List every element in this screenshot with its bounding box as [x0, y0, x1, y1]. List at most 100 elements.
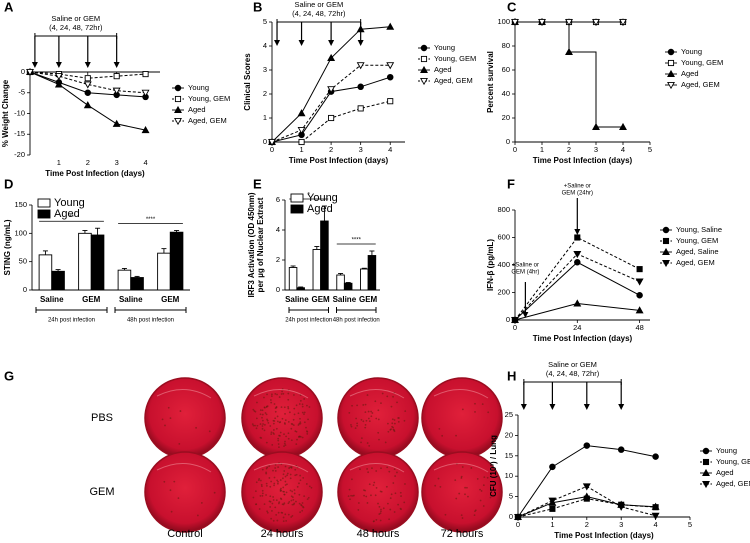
legend-marker [420, 44, 428, 52]
panel-letter: D [4, 176, 13, 191]
colony [284, 484, 287, 486]
colony [257, 479, 260, 482]
colony [374, 400, 377, 403]
colony [387, 430, 390, 433]
arrow-head [549, 404, 556, 410]
colony [287, 407, 290, 410]
y-tick-label: 150 [14, 200, 27, 209]
colony [290, 439, 293, 442]
colony [350, 423, 352, 426]
colony [288, 411, 291, 414]
plate [337, 451, 419, 533]
legend-swatch [37, 209, 51, 219]
colony [269, 495, 272, 498]
colony [403, 419, 406, 422]
colony [287, 398, 290, 401]
colony [377, 431, 380, 434]
series-line [271, 64, 391, 143]
colony [269, 506, 272, 508]
colony [298, 435, 300, 438]
colony [293, 489, 296, 491]
colony [273, 403, 276, 405]
colony [255, 427, 258, 430]
marker [327, 53, 336, 62]
marker [635, 306, 644, 314]
colony [301, 411, 304, 414]
colony [355, 417, 358, 420]
colony [276, 420, 279, 423]
colony [270, 433, 273, 435]
arrow-head [298, 40, 305, 46]
colony [283, 433, 285, 436]
arrow-head [274, 40, 281, 46]
colony [397, 420, 400, 423]
colony [163, 480, 166, 483]
annotation: (4, 24, 48, 72hr) [546, 369, 600, 378]
plate-glare [253, 463, 309, 473]
legend-swatch [290, 204, 304, 214]
marker [582, 492, 591, 500]
marker [357, 83, 364, 91]
legend-marker [174, 105, 182, 114]
colony [375, 486, 378, 489]
y-tick-label: 15 [505, 451, 513, 460]
bar [336, 274, 345, 291]
colony [371, 412, 374, 414]
colony [275, 513, 278, 516]
plate-glare [156, 463, 212, 473]
colony [283, 442, 286, 445]
group-label: 24h post infection [48, 318, 95, 324]
colony [393, 419, 396, 421]
legend-label: Young, GEM [188, 94, 230, 103]
plate [241, 451, 323, 533]
colony [461, 466, 464, 468]
colony [274, 506, 277, 509]
colony [280, 406, 283, 409]
y-tick-label: 20 [505, 430, 513, 439]
callout-text: +Saline or [564, 184, 591, 190]
colony [255, 417, 258, 420]
colony [261, 489, 264, 492]
panel-letter: B [253, 0, 262, 14]
marker [386, 22, 395, 30]
colony [169, 417, 172, 420]
colony [301, 502, 304, 504]
colony [287, 437, 290, 440]
x-tick-label: 2 [585, 520, 589, 529]
marker [387, 98, 394, 105]
colony [403, 501, 406, 504]
colony [296, 438, 298, 441]
legend-marker [662, 259, 670, 268]
legend-marker [420, 77, 428, 86]
bar [169, 231, 184, 291]
colony [265, 482, 268, 485]
x-tick-label: 48 [635, 323, 643, 332]
colony [476, 478, 479, 480]
marker [297, 109, 306, 117]
colony [356, 424, 359, 427]
legend-label: Aged [681, 69, 699, 78]
legend-label: Young, Saline [676, 225, 722, 234]
colony [293, 413, 296, 416]
legend-label: Young [716, 446, 737, 455]
colony [169, 489, 172, 492]
marker [84, 89, 92, 96]
x-tick-label: 4 [143, 158, 147, 167]
colony [391, 422, 394, 425]
colony [482, 505, 485, 507]
legend-label: Aged, GEM [188, 116, 227, 125]
colony [301, 403, 304, 406]
marker [636, 292, 643, 299]
colony [371, 467, 373, 470]
colony [269, 399, 272, 401]
colony [256, 424, 259, 427]
colony [291, 490, 294, 493]
bar [312, 249, 322, 291]
colony [367, 471, 370, 474]
column-label: Control [167, 528, 202, 540]
callout-text: +Saline or [512, 263, 539, 269]
legend-marker [662, 247, 670, 256]
colony [461, 408, 464, 411]
plate-glare [253, 389, 309, 399]
colony [299, 511, 302, 514]
